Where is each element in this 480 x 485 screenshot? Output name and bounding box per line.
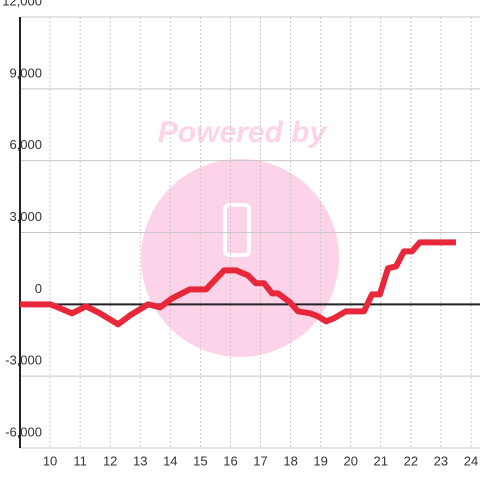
y-tick-label: 3,000 [9, 209, 42, 224]
y-tick-label: 0 [35, 281, 42, 296]
x-tick-label: 18 [283, 453, 297, 468]
x-tick-label: 14 [163, 453, 177, 468]
x-tick-label: 11 [73, 453, 87, 468]
plot [20, 239, 456, 328]
watermark-text: Powered by [158, 116, 328, 149]
x-tick-label: 20 [343, 453, 357, 468]
watermark-icon [223, 203, 251, 257]
watermark-logo [141, 159, 339, 357]
y-tick-label: 9,000 [9, 65, 42, 80]
y-tick-label: -6,000 [5, 424, 42, 439]
x-tick-label: 17 [253, 453, 267, 468]
x-tick-label: 24 [464, 453, 478, 468]
x-tick-label: 19 [313, 453, 327, 468]
x-tick-label: 21 [374, 453, 388, 468]
y-tick-label: 6,000 [9, 137, 42, 152]
x-tick-label: 10 [43, 453, 57, 468]
y-tick-label: -3,000 [5, 353, 42, 368]
x-tick-label: 12 [103, 453, 117, 468]
y-tick-label: 12,000 [2, 0, 42, 8]
x-tick-label: 22 [404, 453, 418, 468]
x-tick-label: 13 [133, 453, 147, 468]
grid [19, 16, 480, 449]
x-tick-label: 23 [434, 453, 448, 468]
data-line [20, 239, 456, 328]
x-tick-label: 15 [193, 453, 207, 468]
x-tick-label: 16 [223, 453, 237, 468]
